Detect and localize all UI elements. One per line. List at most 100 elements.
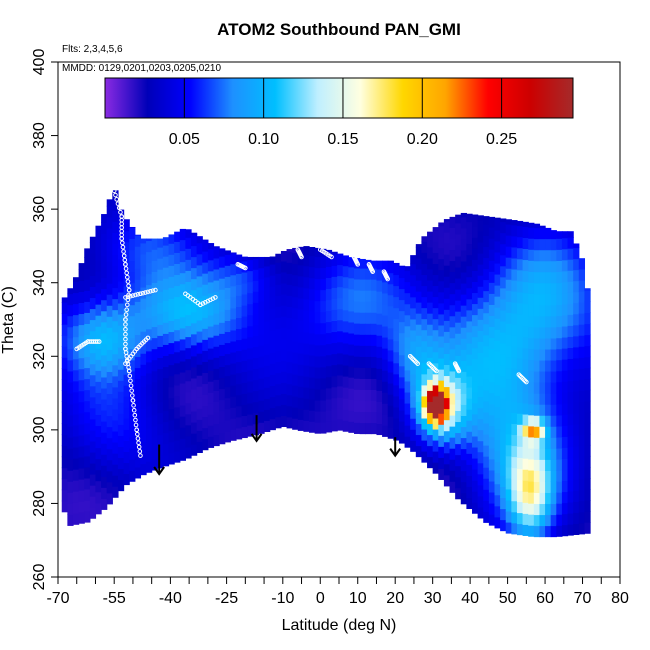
field-cell [483,422,490,435]
field-cell [286,251,293,263]
field-cell [337,275,344,288]
field-cell [556,326,563,339]
field-cell [106,261,113,273]
field-cell [269,418,276,431]
field-cell [511,357,518,369]
field-cell [545,315,552,328]
field-cell [365,312,372,324]
field-cell [483,279,490,292]
field-cell [174,274,181,287]
field-cell [84,422,91,435]
field-cell [455,454,462,467]
field-cell [134,268,142,280]
field-cell [550,359,557,372]
field-cell [134,257,142,269]
field-cell [174,252,181,265]
field-cell [146,295,153,308]
field-cell [185,358,192,371]
field-cell [123,374,130,386]
field-cell [191,344,198,357]
field-cell [325,299,333,312]
field-cell [567,347,574,360]
field-cell [398,266,406,279]
field-cell [455,300,462,312]
field-cell [146,238,153,242]
field-cell [556,359,563,372]
field-cell [219,399,226,412]
field-cell [483,456,490,468]
field-cell [511,313,518,325]
field-cell [241,282,248,295]
field-cell [500,431,507,443]
field-cell [522,336,529,349]
field-cell [483,389,490,402]
flight-track-point [128,378,133,384]
field-cell [348,421,355,433]
field-cell [320,366,327,379]
field-cell [578,478,586,491]
field-cell [168,265,175,277]
field-cell [325,343,333,356]
field-cell [95,348,102,360]
field-cell [483,500,490,512]
field-cell [455,322,462,334]
field-cell [331,419,338,432]
field-cell [224,298,231,310]
field-cell [393,263,400,276]
field-cell [252,324,260,336]
field-cell [365,422,372,435]
field-cell [134,433,142,446]
field-cell [67,514,74,526]
field-cell [539,382,546,394]
field-cell [106,459,113,472]
field-cell [382,314,389,327]
flight-track-point [127,373,133,379]
field-cell [393,318,400,331]
field-cell [466,331,473,344]
field-cell [578,346,586,358]
field-cell [466,213,473,223]
field-cell [247,303,254,316]
field-cell [353,300,361,313]
field-cell [331,251,338,255]
field-cell [483,478,490,490]
field-cell [376,412,383,425]
field-cell [516,501,524,514]
field-cell [112,342,119,355]
field-cell [292,362,299,375]
field-cell [432,373,439,386]
field-cell [61,445,68,458]
field-cell [578,434,586,447]
field-cell [533,315,541,328]
field-cell [320,278,327,291]
field-cell [146,372,153,385]
field-cell [483,323,490,336]
field-cell [174,351,181,364]
field-cell [72,502,80,514]
field-cell [556,231,563,239]
flight-track-point [125,294,131,300]
field-cell [477,319,484,331]
field-cell [477,440,484,453]
field-cell [382,281,389,294]
field-cell [140,238,147,244]
field-cell [106,426,113,439]
field-cell [466,232,473,245]
field-cell [292,285,299,298]
field-cell [331,353,338,366]
field-cell [584,367,591,380]
field-cell [561,381,569,393]
field-cell [219,289,226,301]
field-cell [230,418,237,430]
field-cell [123,363,130,375]
field-cell [415,390,423,402]
field-cell [556,381,563,394]
field-cell [213,346,220,358]
field-cell [325,266,333,278]
field-cell [472,292,479,305]
field-cell [404,380,411,393]
field-cell [494,307,501,319]
field-cell [342,331,349,344]
field-cell [573,468,580,480]
